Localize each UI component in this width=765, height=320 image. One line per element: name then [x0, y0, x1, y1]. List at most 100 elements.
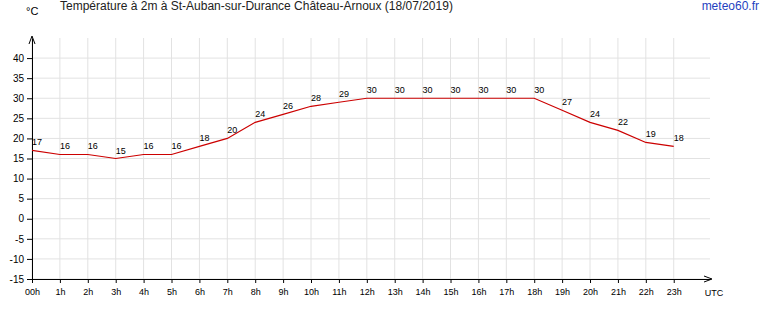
grid-line	[32, 58, 710, 59]
grid-line	[255, 38, 256, 279]
x-tick-label: 2h	[83, 287, 93, 297]
x-tick-mark	[534, 279, 535, 283]
y-tick-mark	[27, 219, 32, 220]
y-tick-label: 20	[13, 133, 25, 144]
x-tick: 13h	[388, 279, 403, 297]
x-tick-mark	[395, 279, 396, 283]
grid-line	[59, 38, 60, 279]
x-tick-mark	[32, 279, 33, 283]
grid-line	[283, 38, 284, 279]
x-tick-mark	[283, 279, 284, 283]
x-tick-mark	[674, 279, 675, 283]
grid-line	[32, 198, 710, 199]
y-tick-label: 40	[13, 53, 25, 64]
x-tick: 16h	[471, 279, 486, 297]
y-tick-label: 35	[13, 73, 25, 84]
y-tick: 30	[13, 93, 32, 104]
grid-line	[143, 38, 144, 279]
y-tick: 15	[13, 153, 32, 164]
data-label: 24	[255, 109, 265, 119]
x-tick: 12h	[360, 279, 375, 297]
grid-line	[32, 258, 710, 259]
data-label: 16	[144, 141, 154, 151]
grid-line	[32, 78, 710, 79]
temperature-line	[32, 98, 674, 158]
grid-line	[450, 38, 451, 279]
y-tick-mark	[27, 58, 32, 59]
x-tick: 6h	[195, 279, 205, 297]
y-tick-label: -10	[10, 254, 25, 265]
grid-line	[311, 38, 312, 279]
x-tick-mark	[562, 279, 563, 283]
y-tick-label: 15	[13, 153, 25, 164]
y-tick: 10	[13, 173, 32, 184]
y-tick-mark	[27, 279, 32, 280]
data-label: 22	[618, 117, 628, 127]
y-tick-label: -5	[15, 234, 24, 245]
source[interactable]: meteo60.fr	[702, 0, 759, 13]
x-tick-label: 18h	[527, 287, 542, 297]
y-axis-title: °C	[26, 5, 38, 17]
x-tick-mark	[116, 279, 117, 283]
y-tick-label: 10	[13, 173, 25, 184]
data-label: 16	[88, 141, 98, 151]
grid-line	[32, 118, 710, 119]
data-label: 16	[60, 141, 70, 151]
x-axis-title: UTC	[705, 288, 724, 298]
x-tick: 21h	[611, 279, 626, 297]
y-tick: -5	[15, 234, 32, 245]
data-label: 16	[171, 141, 181, 151]
x-axis-line	[33, 279, 711, 280]
grid-line	[227, 38, 228, 279]
grid-line	[338, 38, 339, 279]
x-tick-mark	[423, 279, 424, 283]
x-tick-label: 23h	[667, 287, 682, 297]
y-tick: -15	[10, 274, 32, 285]
grid-line	[32, 238, 710, 239]
x-tick-mark	[255, 279, 256, 283]
x-tick-label: 10h	[304, 287, 319, 297]
x-tick: 22h	[639, 279, 654, 297]
grid-line	[87, 38, 88, 279]
x-tick-mark	[646, 279, 647, 283]
data-label: 30	[534, 85, 544, 95]
grid-line	[32, 158, 710, 159]
x-tick-label: 1h	[55, 287, 65, 297]
x-tick-mark	[506, 279, 507, 283]
x-tick-label: 12h	[360, 287, 375, 297]
grid-line	[562, 38, 563, 279]
x-tick-mark	[618, 279, 619, 283]
data-label: 24	[590, 109, 600, 119]
grid-line	[32, 138, 710, 139]
grid-line	[478, 38, 479, 279]
y-tick-mark	[27, 159, 32, 160]
x-tick: 17h	[499, 279, 514, 297]
y-tick-mark	[27, 118, 32, 119]
x-tick-mark	[590, 279, 591, 283]
y-tick-label: -15	[10, 274, 25, 285]
x-tick: 9h	[279, 279, 289, 297]
grid-line	[199, 38, 200, 279]
x-tick-label: 16h	[471, 287, 486, 297]
x-tick: 3h	[111, 279, 121, 297]
x-tick: 4h	[139, 279, 149, 297]
axis-arrow	[704, 276, 712, 282]
x-tick-label: 6h	[195, 287, 205, 297]
x-tick-mark	[451, 279, 452, 283]
data-labels: 1716161516161820242628293030303030303027…	[32, 85, 684, 155]
grid-line	[645, 38, 646, 279]
x-tick-label: 3h	[111, 287, 121, 297]
x-tick-label: 17h	[499, 287, 514, 297]
data-label: 30	[395, 85, 405, 95]
x-tick-label: 8h	[251, 287, 261, 297]
axis-arrow	[29, 36, 35, 44]
data-label: 28	[311, 93, 321, 103]
x-tick-label: 11h	[332, 287, 346, 297]
data-label: 29	[339, 89, 349, 99]
x-tick-mark	[227, 279, 228, 283]
x-tick-label: 7h	[223, 287, 233, 297]
x-tick: 5h	[167, 279, 177, 297]
y-tick: 20	[13, 133, 32, 144]
grid-line	[422, 38, 423, 279]
data-label: 15	[116, 146, 126, 156]
